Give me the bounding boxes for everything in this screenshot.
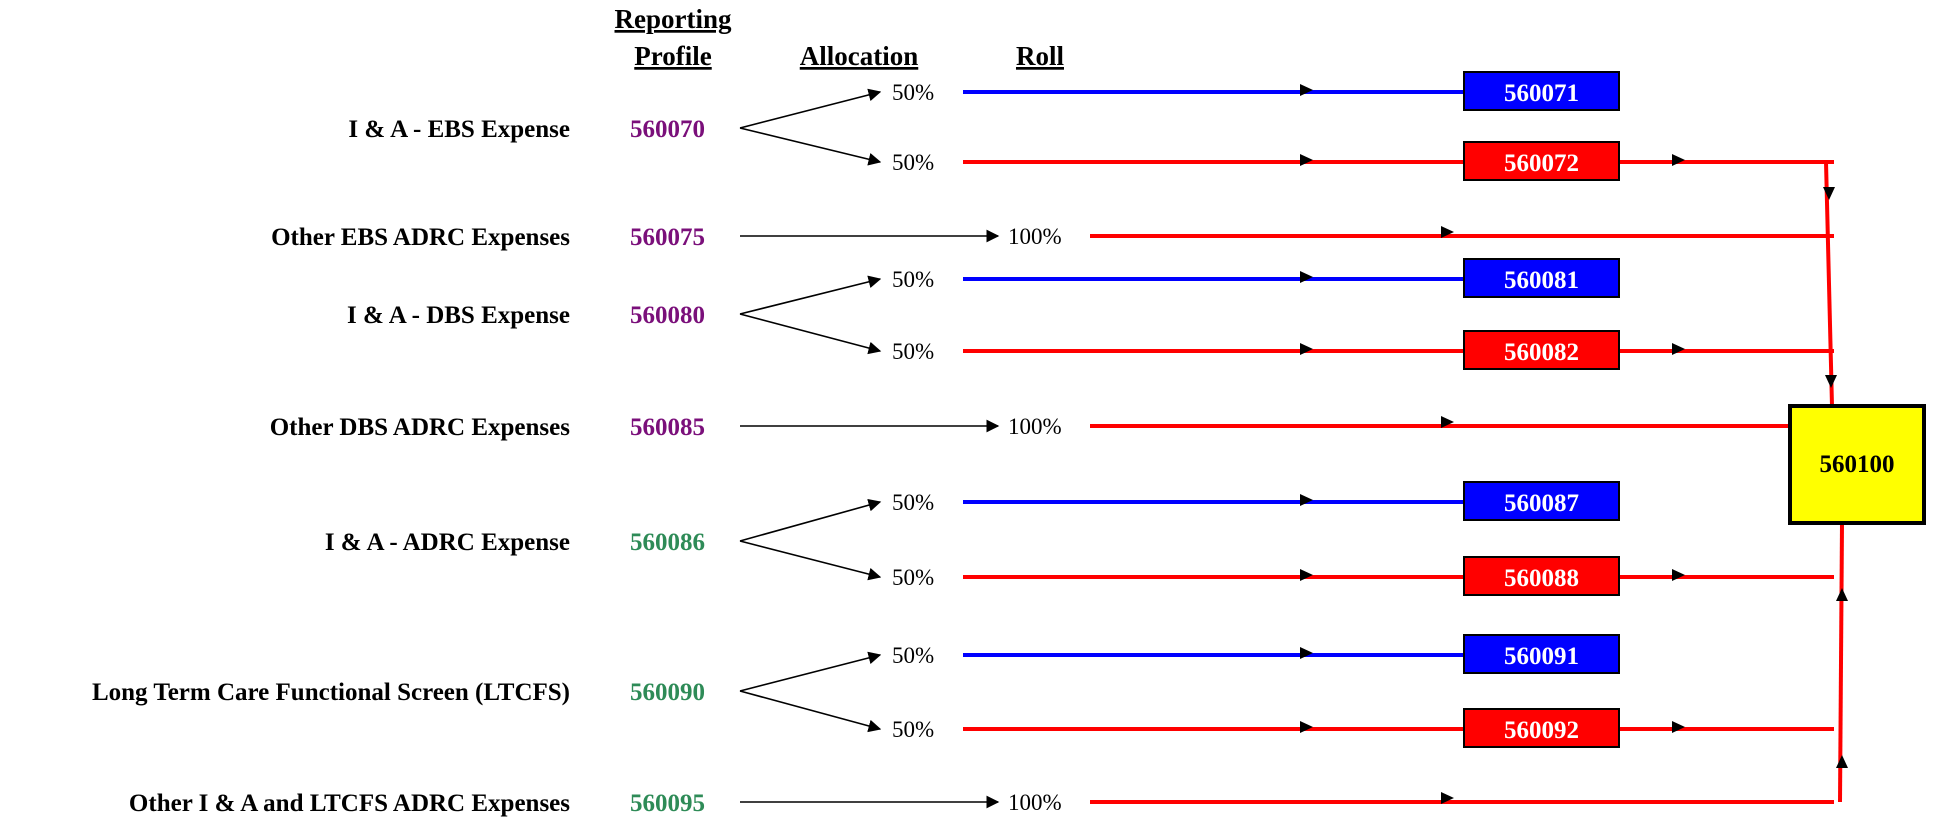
profile-code: 560080 (630, 302, 705, 329)
flow-arrowhead (1300, 271, 1313, 283)
bus-arrowhead-down (1823, 187, 1835, 200)
allocation-pct: 50% (892, 643, 934, 668)
header-allocation: Allocation (800, 41, 919, 71)
flow-arrowhead (1300, 84, 1313, 96)
target-code: 560092 (1504, 717, 1579, 744)
flow-arrowhead (1672, 154, 1685, 166)
target-box-560087 (1463, 481, 1620, 521)
target-box-560092 (1463, 708, 1620, 748)
target-code: 560072 (1504, 150, 1579, 177)
profile-code: 560075 (630, 224, 705, 251)
allocation-arrow (739, 127, 882, 166)
row-label: Other EBS ADRC Expenses (271, 224, 570, 251)
flow-arrowhead (1300, 154, 1313, 166)
row-label: I & A - ADRC Expense (325, 529, 570, 556)
allocation-pct: 50% (892, 565, 934, 590)
allocation-arrow (739, 498, 882, 542)
bus-line-bottom (1838, 522, 1844, 803)
target-code: 560091 (1504, 643, 1579, 670)
allocation-arrow (739, 690, 882, 733)
header-reporting: Reporting (615, 4, 732, 34)
row-label: Other I & A and LTCFS ADRC Expenses (129, 790, 570, 817)
allocation-pct: 50% (892, 267, 934, 292)
row-label: I & A - DBS Expense (347, 302, 570, 329)
flow-arrowhead (1300, 494, 1313, 506)
allocation-arrow (739, 88, 882, 129)
bus-line-top (1824, 161, 1834, 407)
target-box-560088 (1463, 556, 1620, 596)
row-label: I & A - EBS Expense (348, 116, 570, 143)
row-label: Other DBS ADRC Expenses (270, 414, 571, 441)
header-roll: Roll (1016, 41, 1065, 71)
target-code: 560082 (1504, 339, 1579, 366)
allocation-pct: 50% (892, 150, 934, 175)
flow-arrowhead (1300, 343, 1313, 355)
target-box-560091 (1463, 634, 1620, 674)
allocation-arrow (739, 651, 882, 692)
connector-lines (739, 88, 1844, 809)
row-label: Long Term Care Functional Screen (LTCFS) (92, 679, 570, 706)
flow-arrowhead (1441, 416, 1454, 428)
profile-code: 560095 (630, 790, 705, 817)
allocation-pct: 50% (892, 80, 934, 105)
target-code: 560087 (1504, 490, 1579, 517)
profile-code: 560090 (630, 679, 705, 706)
allocation-arrow (739, 540, 882, 581)
flow-arrowhead (1672, 721, 1685, 733)
final-node-code: 560100 (1820, 451, 1895, 478)
bus-arrowhead-up (1836, 588, 1848, 601)
target-code: 560071 (1504, 80, 1579, 107)
direct-pct: 100% (1008, 224, 1062, 249)
target-box-560082 (1463, 330, 1620, 370)
flow-arrowhead (1672, 343, 1685, 355)
column-headers: Reporting Profile Allocation Roll (615, 4, 1065, 71)
header-profile: Profile (634, 41, 711, 71)
profile-code: 560085 (630, 414, 705, 441)
allocation-pct: 50% (892, 339, 934, 364)
flow-arrowhead (1300, 647, 1313, 659)
flow-arrowhead (1441, 226, 1454, 238)
target-code: 560081 (1504, 267, 1579, 294)
flow-arrowhead (1300, 721, 1313, 733)
allocation-pct: 50% (892, 717, 934, 742)
final-node-box (1788, 404, 1926, 525)
allocation-pct: 50% (892, 490, 934, 515)
diagram-nodes: I & A - EBS Expense 560070 50% 560071 50% 560… (92, 71, 1926, 817)
profile-code: 560086 (630, 529, 705, 556)
flow-arrowhead (1672, 569, 1685, 581)
allocation-arrow (739, 275, 882, 315)
direct-pct: 100% (1008, 414, 1062, 439)
target-box-560081 (1463, 258, 1620, 298)
allocation-arrow (739, 313, 882, 355)
flow-arrowhead (1441, 792, 1454, 804)
bus-arrowhead-up (1836, 755, 1848, 768)
profile-code: 560070 (630, 116, 705, 143)
target-code: 560088 (1504, 565, 1579, 592)
flow-arrowhead (1300, 569, 1313, 581)
direct-pct: 100% (1008, 790, 1062, 815)
target-box-560071 (1463, 71, 1620, 111)
target-box-560072 (1463, 141, 1620, 181)
bus-arrowhead-down (1825, 375, 1837, 388)
